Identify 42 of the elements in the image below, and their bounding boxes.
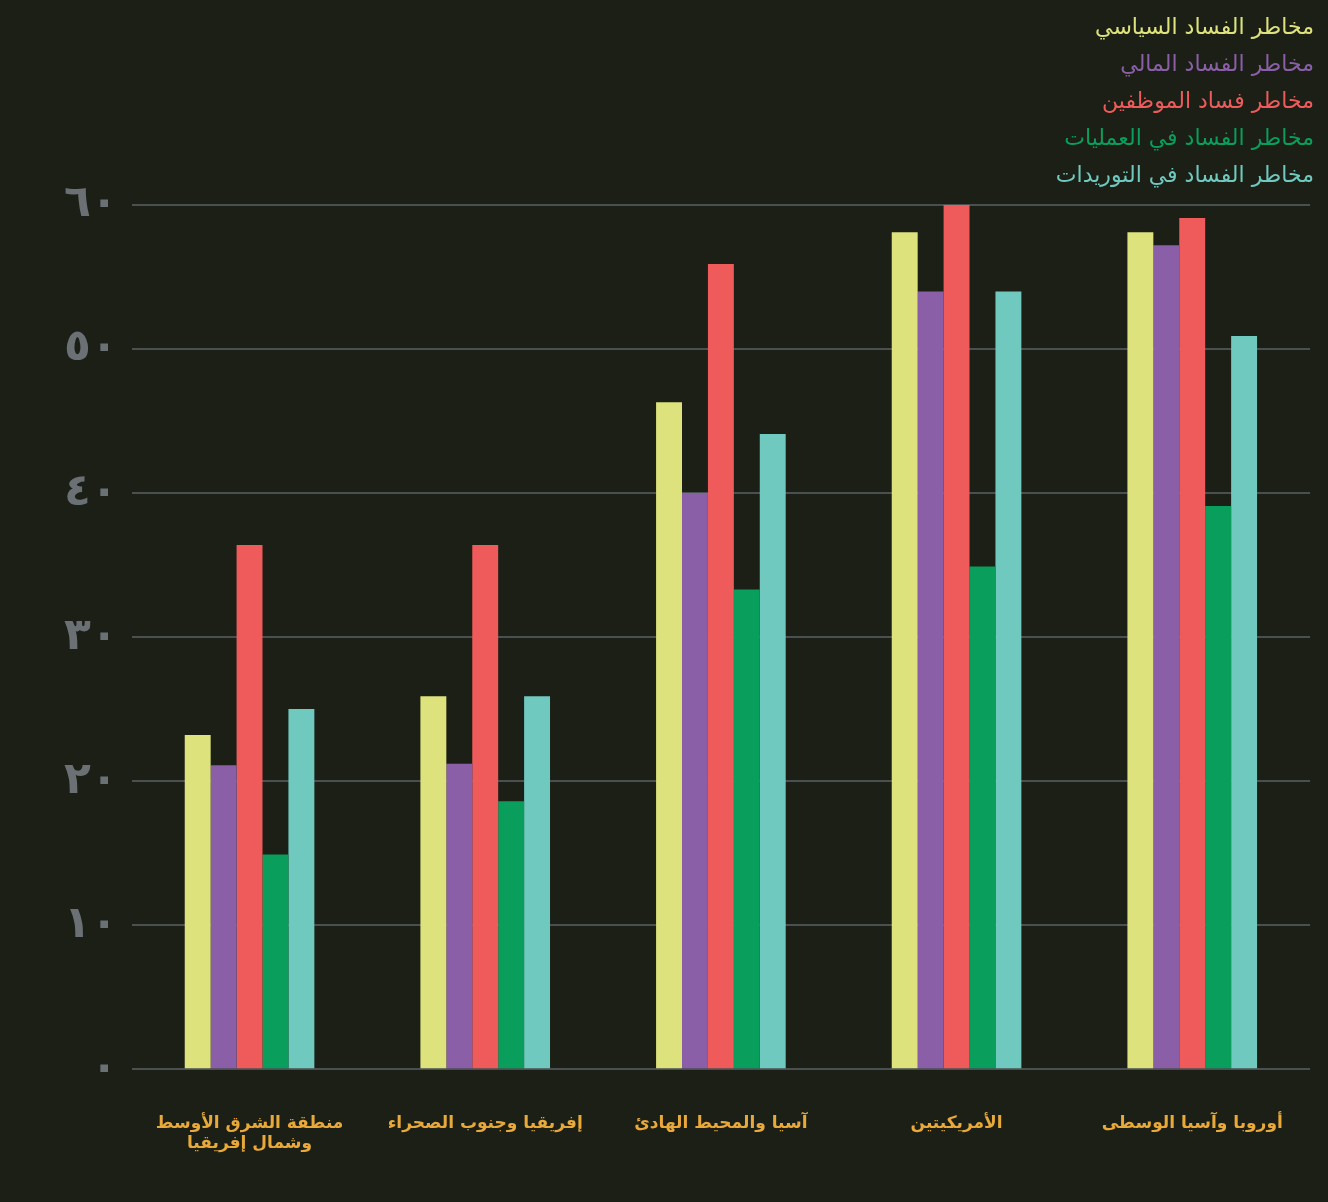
bar (1127, 232, 1154, 1069)
bar (759, 434, 786, 1069)
x-tick-label: منطقة الشرق الأوسط وشمال إفريقيا (155, 1111, 344, 1154)
bar (995, 291, 1022, 1069)
bar (420, 696, 447, 1069)
bar (524, 696, 551, 1069)
bar (707, 264, 734, 1069)
bar (472, 544, 499, 1069)
text: مخاطر الفساد في التوريدات (1055, 161, 1314, 190)
bar (1179, 217, 1206, 1069)
y-tick-label: ٢٠ (63, 751, 118, 803)
x-tick-label: الأمريكيتين (910, 1111, 1003, 1133)
bar (184, 735, 211, 1069)
bar (969, 566, 996, 1069)
x-tick-label: إفريقيا وجنوب الصحراء (387, 1111, 583, 1133)
bar (498, 801, 525, 1069)
bar (682, 493, 708, 1069)
bar (236, 544, 263, 1069)
bar (446, 763, 473, 1069)
y-tick-label: ٦٠ (63, 175, 118, 227)
y-tick-label: ١٠ (63, 895, 118, 947)
text: مخاطر فساد الموظفين (1101, 87, 1314, 115)
text: مخاطر الفساد السياسي (1094, 13, 1314, 42)
text: مخاطر الفساد في العمليات (1063, 124, 1314, 153)
bar (288, 709, 315, 1069)
bar (210, 765, 237, 1069)
bar (1231, 336, 1258, 1069)
bar (1153, 245, 1180, 1069)
x-tick-label: آسيا والمحيط الهادئ (634, 1110, 809, 1133)
bar (891, 232, 918, 1069)
y-tick-label: ٤٠ (63, 463, 118, 515)
y-tick-label: ٥٠ (63, 319, 118, 371)
y-tick-label: ٠ (90, 1039, 118, 1091)
x-tick-label: أوروبا وآسيا الوسطى (1101, 1110, 1283, 1133)
text: مخاطر الفساد المالي (1119, 50, 1314, 79)
bar (943, 205, 970, 1069)
bar (733, 589, 760, 1069)
bar (917, 291, 944, 1069)
bar (1205, 506, 1232, 1069)
bar (656, 402, 683, 1069)
y-tick-label: ٣٠ (63, 607, 118, 659)
bar (262, 854, 289, 1069)
